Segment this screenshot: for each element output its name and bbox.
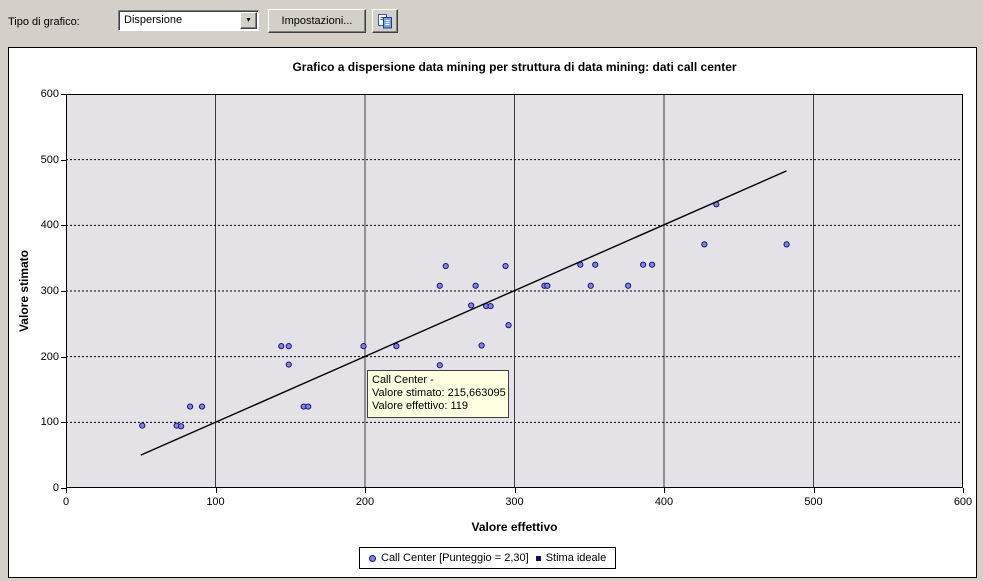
tooltip-actual-value: Valore effettivo: 119: [372, 400, 469, 412]
y-tick-mark: [61, 94, 66, 95]
y-tick-label: 500: [40, 153, 59, 166]
chevron-down-icon: ▼: [245, 17, 252, 24]
scatter-point[interactable]: [478, 342, 485, 349]
scatter-point[interactable]: [198, 403, 206, 410]
scatter-point[interactable]: [472, 282, 479, 289]
tooltip-estimated-value: Valore stimato: 215,663095: [372, 387, 506, 399]
legend-line-label: Stima ideale: [545, 552, 607, 564]
y-tick-mark: [61, 488, 66, 489]
scatter-plot-area: [66, 94, 963, 488]
legend-series-label: Call Center [Punteggio = 2,30]: [381, 552, 529, 564]
scatter-point[interactable]: [285, 343, 292, 350]
y-tick-mark: [61, 291, 66, 292]
x-axis-label: Valore effettivo: [471, 520, 558, 534]
x-tick-label: 300: [505, 496, 524, 508]
y-tick-label: 300: [40, 285, 59, 297]
scatter-point[interactable]: [502, 262, 509, 270]
y-tick-mark: [61, 422, 66, 424]
scatter-point[interactable]: [393, 343, 400, 350]
scatter-point[interactable]: [587, 282, 594, 289]
scatter-point[interactable]: [625, 282, 632, 289]
scatter-point[interactable]: [442, 262, 449, 270]
scatter-point[interactable]: [701, 241, 708, 248]
chart-type-label: Tipo di grafico:: [8, 16, 80, 28]
scatter-point[interactable]: [648, 261, 656, 268]
scatter-point[interactable]: [278, 343, 285, 350]
scatter-point[interactable]: [468, 302, 475, 309]
y-tick-mark: [61, 159, 66, 161]
x-tick-mark: [514, 488, 516, 493]
x-tick-mark: [664, 488, 665, 493]
x-tick-label: 200: [355, 496, 375, 508]
chart-type-value: Dispersione: [124, 14, 183, 26]
chart-panel: Grafico a dispersione data mining per st…: [8, 47, 977, 578]
y-tick-label: 400: [40, 219, 59, 232]
x-tick-label: 100: [206, 496, 225, 508]
x-tick-mark: [66, 488, 67, 493]
scatter-point[interactable]: [487, 303, 494, 310]
y-tick-mark: [61, 225, 66, 227]
plot-border: [66, 94, 963, 488]
scatter-plot-svg: [66, 94, 963, 488]
scatter-point[interactable]: [639, 261, 647, 268]
y-tick-mark: [61, 356, 66, 358]
x-tick-mark: [813, 488, 815, 493]
x-tick-label: 0: [62, 496, 70, 508]
scatter-point[interactable]: [505, 322, 512, 329]
toolbar: Tipo di grafico: Dispersione ▼ Impostazi…: [0, 0, 983, 47]
scatter-point[interactable]: [186, 403, 194, 410]
chart-type-dropdown[interactable]: Dispersione ▼: [118, 10, 259, 31]
dropdown-arrow-button[interactable]: ▼: [240, 12, 257, 29]
scatter-point[interactable]: [544, 282, 551, 289]
y-tick-label: 0: [52, 482, 59, 494]
ideal-estimate-line: [140, 170, 787, 456]
scatter-point[interactable]: [178, 423, 185, 430]
x-tick-label: 400: [654, 496, 674, 508]
legend-scatter-marker-icon: [369, 554, 376, 562]
scatter-point[interactable]: [592, 261, 599, 268]
y-tick-label: 200: [40, 350, 59, 363]
x-tick-mark: [365, 488, 366, 493]
scatter-point[interactable]: [360, 343, 367, 350]
scatter-point[interactable]: [285, 361, 292, 368]
scatter-point[interactable]: [305, 403, 312, 410]
x-tick-label: 500: [804, 496, 823, 508]
y-tick-label: 100: [40, 416, 59, 429]
chart-legend: Call Center [Punteggio = 2,30] Stima ide…: [359, 547, 617, 569]
settings-button[interactable]: Impostazioni...: [268, 9, 366, 33]
scatter-point[interactable]: [436, 282, 443, 289]
scatter-point[interactable]: [783, 241, 790, 248]
scatter-point[interactable]: [139, 422, 146, 429]
scatter-point[interactable]: [436, 362, 443, 369]
tooltip-series-name: Call Center -: [372, 374, 434, 386]
chart-title: Grafico a dispersione data mining per st…: [292, 60, 737, 74]
x-tick-mark: [215, 488, 217, 493]
y-tick-label: 600: [40, 88, 59, 100]
data-point-tooltip: Call Center - Valore stimato: 215,663095…: [367, 370, 509, 418]
legend-line-marker-icon: [535, 555, 541, 561]
x-tick-label: 600: [953, 496, 973, 508]
x-tick-mark: [963, 488, 964, 493]
copy-icon: [378, 14, 392, 29]
copy-button[interactable]: [372, 9, 398, 33]
